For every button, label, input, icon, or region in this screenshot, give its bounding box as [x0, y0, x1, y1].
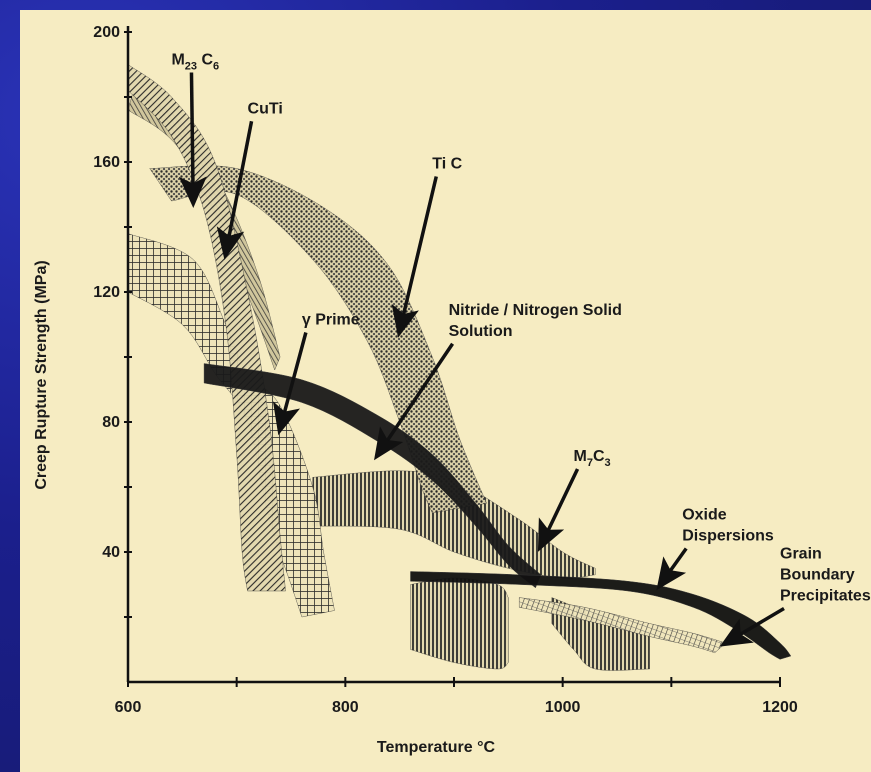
chart-panel: 40 80 120 160 200 600 800 1000 1200 Temperature °…	[20, 10, 871, 772]
annotation-nitride-nitrogen-solid: Nitride / Nitrogen Solid Solution	[374, 302, 622, 461]
x-tick-label: 800	[332, 699, 359, 716]
x-tick-label: 600	[115, 699, 142, 716]
band-m23-c6	[127, 64, 286, 592]
annotation-arrow	[719, 606, 785, 647]
annotation-label: Oxide Dispersions	[682, 507, 774, 545]
annotation-label: CuTi	[248, 100, 283, 117]
band-nitride-nitrogen-solid-solution	[203, 363, 542, 589]
annotation-label: Nitride / Nitrogen Solid Solution	[449, 302, 622, 340]
band-m7c3-lower-region	[410, 577, 509, 670]
x-tick-label: 1200	[762, 699, 798, 716]
x-axis-title: Temperature °C	[377, 739, 496, 756]
band-oxide-dispersions	[410, 571, 792, 660]
annotation-arrow	[391, 176, 438, 338]
annotation-cuti: CuTi	[216, 100, 283, 260]
annotation-m7c3: M7C3	[537, 448, 611, 552]
annotation-label: Ti C	[432, 156, 462, 173]
y-axis-title: Creep Rupture Strength (MPa)	[33, 260, 50, 489]
annotation-grain: Grain Boundary Precipitates	[719, 546, 871, 647]
annotation-m23-c6: M23 C6	[171, 52, 219, 208]
y-tick-label: 200	[93, 24, 120, 41]
annotation-label: γ Prime	[302, 312, 360, 329]
band-grain-boundary-precipitates	[519, 597, 727, 654]
annotation-prime: γ Prime	[272, 312, 360, 436]
annotation-ti-c: Ti C	[391, 156, 463, 338]
annotation-label: Grain Boundary Precipitates	[780, 546, 871, 605]
annotation-arrow	[178, 72, 207, 208]
creep-rupture-chart: 40 80 120 160 200 600 800 1000 1200 Temperature °…	[33, 24, 871, 756]
annotation-arrow	[656, 547, 688, 591]
y-tick-label: 160	[93, 154, 120, 171]
annotation-arrow	[216, 120, 254, 260]
x-tick-label: 1000	[545, 699, 581, 716]
annotation-label: M7C3	[574, 448, 611, 469]
annotation-oxide: Oxide Dispersions	[656, 507, 774, 591]
y-tick-label: 80	[102, 414, 120, 431]
annotation-arrow	[272, 332, 308, 436]
y-tick-label: 120	[93, 284, 120, 301]
annotation-label: M23 C6	[171, 52, 219, 73]
y-tick-label: 40	[102, 544, 120, 561]
annotation-arrow	[374, 342, 455, 461]
band-ti-c	[149, 165, 487, 514]
annotation-arrow	[537, 468, 580, 552]
